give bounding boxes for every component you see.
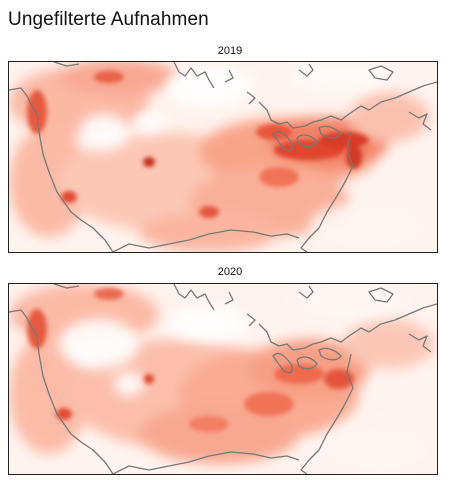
figure-title: Ungefilterte Aufnahmen xyxy=(8,9,209,30)
map-2020 xyxy=(8,283,438,475)
map-2019 xyxy=(8,61,438,253)
coastline-2019 xyxy=(9,62,437,252)
map-label-2019: 2019 xyxy=(217,45,243,57)
coastline-2020 xyxy=(9,284,437,474)
heatmap-2019 xyxy=(9,62,437,252)
heatmap-2020 xyxy=(9,284,437,474)
map-label-2020: 2020 xyxy=(217,266,243,278)
